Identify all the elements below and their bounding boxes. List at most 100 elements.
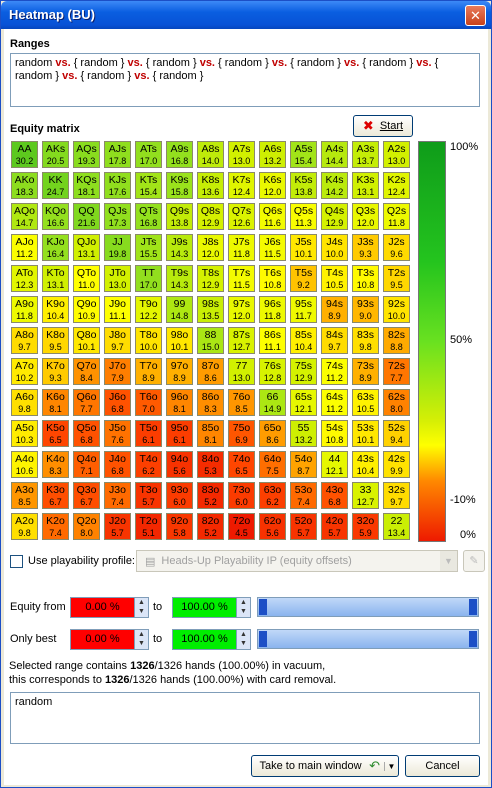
matrix-cell[interactable]: J5s 10.1 xyxy=(290,234,317,261)
matrix-cell[interactable]: K6s 12.0 xyxy=(259,172,286,199)
matrix-cell[interactable]: A4s 14.4 xyxy=(321,141,348,168)
matrix-cell[interactable]: 63s 10.5 xyxy=(352,389,379,416)
matrix-cell[interactable]: 64s 11.2 xyxy=(321,389,348,416)
matrix-cell[interactable]: 63o 6.2 xyxy=(259,482,286,509)
playability-checkbox[interactable] xyxy=(10,555,23,568)
matrix-cell[interactable]: TT 17.0 xyxy=(135,265,162,292)
matrix-cell[interactable]: J5o 7.6 xyxy=(104,420,131,447)
range-memo[interactable]: random xyxy=(10,692,480,744)
equity-range-slider[interactable] xyxy=(257,597,479,617)
matrix-cell[interactable]: 76s 12.8 xyxy=(259,358,286,385)
matrix-cell[interactable]: 84s 9.7 xyxy=(321,327,348,354)
matrix-cell[interactable]: 73s 8.9 xyxy=(352,358,379,385)
matrix-cell[interactable]: K6o 8.1 xyxy=(42,389,69,416)
matrix-cell[interactable]: 42o 5.7 xyxy=(321,513,348,540)
matrix-cell[interactable]: J4s 10.0 xyxy=(321,234,348,261)
matrix-cell[interactable]: 62o 5.6 xyxy=(259,513,286,540)
matrix-cell[interactable]: 54o 8.7 xyxy=(290,451,317,478)
matrix-cell[interactable]: J4o 6.8 xyxy=(104,451,131,478)
matrix-cell[interactable]: T2o 5.1 xyxy=(135,513,162,540)
matrix-cell[interactable]: 53s 10.1 xyxy=(352,420,379,447)
matrix-cell[interactable]: 72s 7.7 xyxy=(383,358,410,385)
matrix-cell[interactable]: 85s 10.4 xyxy=(290,327,317,354)
slider-right-handle[interactable] xyxy=(469,631,477,647)
matrix-cell[interactable]: 83o 5.2 xyxy=(197,482,224,509)
matrix-cell[interactable]: Q4s 12.9 xyxy=(321,203,348,230)
matrix-cell[interactable]: Q7s 12.6 xyxy=(228,203,255,230)
matrix-cell[interactable]: J2o 5.7 xyxy=(104,513,131,540)
matrix-cell[interactable]: 32s 9.7 xyxy=(383,482,410,509)
matrix-cell[interactable]: 97o 8.9 xyxy=(166,358,193,385)
matrix-cell[interactable]: Q7o 8.4 xyxy=(73,358,100,385)
matrix-cell[interactable]: JTs 15.5 xyxy=(135,234,162,261)
matrix-cell[interactable]: T6s 10.8 xyxy=(259,265,286,292)
matrix-cell[interactable]: Q4o 7.1 xyxy=(73,451,100,478)
matrix-cell[interactable]: Q6o 7.7 xyxy=(73,389,100,416)
matrix-cell[interactable]: 88 15.0 xyxy=(197,327,224,354)
matrix-cell[interactable]: 87o 8.6 xyxy=(197,358,224,385)
matrix-cell[interactable]: K9s 15.8 xyxy=(166,172,193,199)
matrix-cell[interactable]: JJ 19.8 xyxy=(104,234,131,261)
matrix-cell[interactable]: J9s 14.3 xyxy=(166,234,193,261)
matrix-cell[interactable]: KJs 17.6 xyxy=(104,172,131,199)
matrix-cell[interactable]: AKo 18.3 xyxy=(11,172,38,199)
matrix-cell[interactable]: K3o 6.7 xyxy=(42,482,69,509)
matrix-cell[interactable]: Q8s 12.9 xyxy=(197,203,224,230)
matrix-cell[interactable]: 76o 8.5 xyxy=(228,389,255,416)
matrix-cell[interactable]: 93o 6.0 xyxy=(166,482,193,509)
matrix-cell[interactable]: A2s 13.0 xyxy=(383,141,410,168)
matrix-cell[interactable]: Q8o 10.1 xyxy=(73,327,100,354)
matrix-cell[interactable]: 87s 12.7 xyxy=(228,327,255,354)
slider-left-handle[interactable] xyxy=(259,599,267,615)
matrix-cell[interactable]: K9o 10.4 xyxy=(42,296,69,323)
edit-profile-button[interactable]: ✎ xyxy=(463,550,485,572)
matrix-cell[interactable]: 64o 7.5 xyxy=(259,451,286,478)
matrix-cell[interactable]: 94o 5.6 xyxy=(166,451,193,478)
matrix-cell[interactable]: A6s 13.2 xyxy=(259,141,286,168)
matrix-cell[interactable]: 95o 6.1 xyxy=(166,420,193,447)
matrix-cell[interactable]: A3s 13.7 xyxy=(352,141,379,168)
close-button[interactable]: ✕ xyxy=(465,5,486,26)
matrix-cell[interactable]: 65o 8.6 xyxy=(259,420,286,447)
matrix-cell[interactable]: T9o 12.2 xyxy=(135,296,162,323)
matrix-cell[interactable]: T5o 6.1 xyxy=(135,420,162,447)
matrix-cell[interactable]: A9s 16.8 xyxy=(166,141,193,168)
matrix-cell[interactable]: A4o 10.6 xyxy=(11,451,38,478)
matrix-cell[interactable]: 92o 5.8 xyxy=(166,513,193,540)
ranges-textbox[interactable]: random vs. { random } vs. { random } vs.… xyxy=(10,53,480,107)
matrix-cell[interactable]: 86o 8.3 xyxy=(197,389,224,416)
equity-from-spinner[interactable]: 0.00 % ▲ ▼ xyxy=(70,597,149,618)
matrix-cell[interactable]: AA 30.2 xyxy=(11,141,38,168)
matrix-cell[interactable]: 22 13.4 xyxy=(383,513,410,540)
playability-profile-select[interactable]: ▤ Heads-Up Playability IP (equity offset… xyxy=(136,550,458,572)
equity-to-spinner[interactable]: 100.00 % ▲ ▼ xyxy=(172,597,251,618)
matrix-cell[interactable]: QTs 16.8 xyxy=(135,203,162,230)
matrix-cell[interactable]: KQs 18.1 xyxy=(73,172,100,199)
matrix-cell[interactable]: AKs 20.5 xyxy=(42,141,69,168)
matrix-cell[interactable]: A9o 11.8 xyxy=(11,296,38,323)
matrix-cell[interactable]: KJo 16.4 xyxy=(42,234,69,261)
matrix-cell[interactable]: K7s 12.4 xyxy=(228,172,255,199)
matrix-cell[interactable]: 97s 12.0 xyxy=(228,296,255,323)
matrix-cell[interactable]: K4s 14.2 xyxy=(321,172,348,199)
matrix-cell[interactable]: T7o 8.9 xyxy=(135,358,162,385)
matrix-cell[interactable]: T5s 9.2 xyxy=(290,265,317,292)
matrix-cell[interactable]: AQs 19.3 xyxy=(73,141,100,168)
matrix-cell[interactable]: A8o 9.7 xyxy=(11,327,38,354)
matrix-cell[interactable]: 55 13.2 xyxy=(290,420,317,447)
matrix-cell[interactable]: K3s 13.1 xyxy=(352,172,379,199)
matrix-cell[interactable]: T3o 5.7 xyxy=(135,482,162,509)
matrix-cell[interactable]: 75s 12.9 xyxy=(290,358,317,385)
matrix-cell[interactable]: Q2o 8.0 xyxy=(73,513,100,540)
matrix-cell[interactable]: QJs 17.3 xyxy=(104,203,131,230)
matrix-cell[interactable]: 42s 9.9 xyxy=(383,451,410,478)
matrix-cell[interactable]: T8o 10.0 xyxy=(135,327,162,354)
matrix-cell[interactable]: ATs 17.0 xyxy=(135,141,162,168)
matrix-cell[interactable]: Q3s 12.0 xyxy=(352,203,379,230)
matrix-cell[interactable]: Q9o 10.9 xyxy=(73,296,100,323)
matrix-cell[interactable]: J6o 6.8 xyxy=(104,389,131,416)
matrix-cell[interactable]: T2s 9.5 xyxy=(383,265,410,292)
matrix-cell[interactable]: 99 14.8 xyxy=(166,296,193,323)
matrix-cell[interactable]: 43s 10.4 xyxy=(352,451,379,478)
matrix-cell[interactable]: J9o 11.1 xyxy=(104,296,131,323)
